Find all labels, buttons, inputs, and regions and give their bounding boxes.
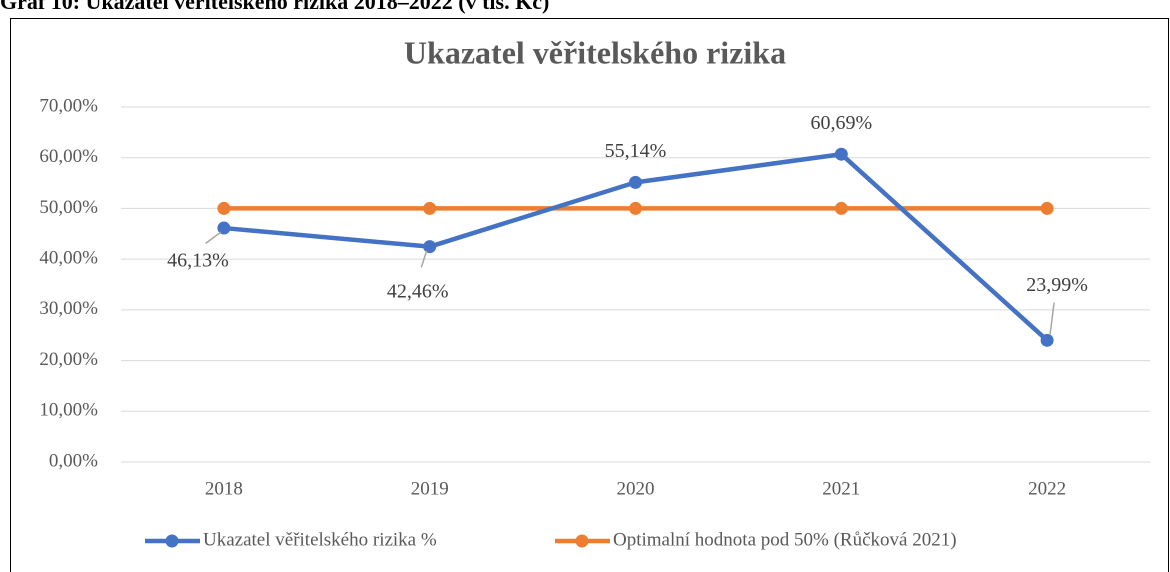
legend-label: Ukazatel věřitelského rizika % [203, 529, 437, 550]
data-label: 42,46% [387, 280, 449, 302]
y-tick-label: 60,00% [39, 146, 98, 167]
y-tick-label: 70,00% [39, 95, 98, 116]
data-label: 55,14% [605, 140, 667, 162]
data-point [834, 147, 848, 161]
data-point [217, 221, 231, 235]
legend-marker [165, 534, 179, 548]
data-point [834, 201, 848, 215]
x-tick-label: 2020 [617, 478, 655, 499]
chart-border [10, 18, 1169, 572]
data-point [423, 240, 437, 254]
leader-line [420, 250, 428, 268]
data-label: 60,69% [810, 112, 872, 134]
legend-label: Optimalní hodnota pod 50% (Růčková 2021) [613, 529, 957, 550]
x-tick-label: 2021 [822, 478, 860, 499]
y-tick-label: 30,00% [39, 298, 98, 319]
data-label: 23,99% [1026, 274, 1088, 296]
y-tick-label: 20,00% [39, 349, 98, 370]
data-point [629, 201, 642, 215]
x-tick-label: 2022 [1028, 478, 1066, 499]
y-tick-label: 40,00% [39, 248, 98, 269]
y-tick-label: 50,00% [39, 197, 98, 218]
data-point [217, 201, 231, 215]
y-tick-label: 10,00% [39, 400, 98, 421]
leader-line [1049, 302, 1055, 335]
y-tick-label: 0,00% [49, 450, 98, 471]
data-point [629, 175, 642, 189]
data-point [423, 201, 437, 215]
data-label: 46,13% [167, 250, 229, 272]
data-point [1040, 201, 1054, 215]
data-point [1040, 333, 1054, 347]
leader-line [205, 231, 222, 244]
legend-marker [575, 534, 589, 548]
chart-title: Ukazatel věřitelského rizika [404, 34, 786, 70]
x-tick-label: 2019 [411, 478, 449, 499]
caption: Graf 10: Ukazatel věřitelského rizika 20… [0, 0, 549, 14]
x-tick-label: 2018 [205, 478, 243, 499]
